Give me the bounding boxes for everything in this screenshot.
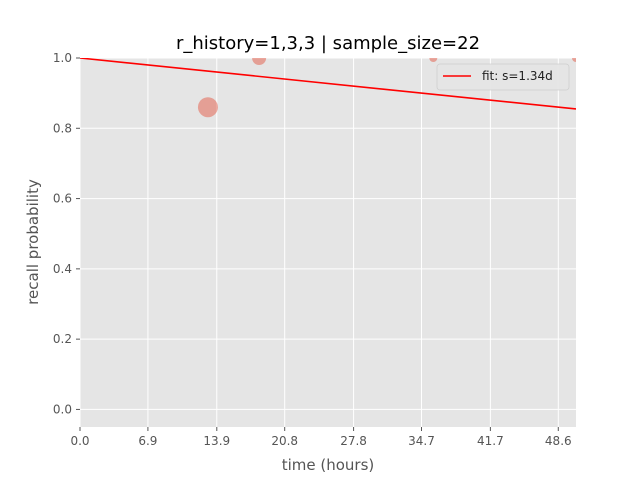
- y-tick-label: 0.2: [53, 332, 72, 346]
- x-axis-ticks: 0.0 6.9 13.9 20.8 27.8 34.7 41.7 48.6: [70, 427, 572, 448]
- x-tick-label: 41.7: [477, 434, 504, 448]
- y-tick-label: 0.0: [53, 402, 72, 416]
- x-tick-label: 0.0: [70, 434, 89, 448]
- x-axis-label: time (hours): [282, 456, 375, 474]
- y-tick-label: 0.8: [53, 121, 72, 135]
- y-tick-label: 1.0: [53, 51, 72, 65]
- grid: [79, 57, 576, 427]
- x-tick-label: 13.9: [203, 434, 230, 448]
- y-axis-ticks: 0.0 0.2 0.4 0.6 0.8 1.0: [53, 51, 80, 416]
- legend: fit: s=1.34d: [436, 63, 570, 91]
- x-tick-label: 27.8: [340, 434, 367, 448]
- scatter-point: [252, 58, 267, 65]
- x-tick-label: 34.7: [408, 434, 435, 448]
- scatter-point: [572, 58, 576, 62]
- legend-box: [436, 63, 570, 91]
- x-tick-label: 6.9: [138, 434, 157, 448]
- fit-line-group: [80, 58, 576, 110]
- scatter-point: [197, 97, 218, 118]
- x-tick-label: 20.8: [271, 434, 298, 448]
- y-axis-label: recall probability: [24, 179, 42, 305]
- scatter-points: [197, 58, 576, 118]
- chart-title: r_history=1,3,3 | sample_size=22: [176, 33, 480, 54]
- scatter-point: [429, 58, 438, 62]
- plot-area: [80, 58, 576, 427]
- x-tick-label: 48.6: [545, 434, 572, 448]
- legend-entry-fit: fit: s=1.34d: [482, 69, 553, 83]
- y-tick-label: 0.6: [53, 192, 72, 206]
- y-tick-label: 0.4: [53, 262, 72, 276]
- fit-line: [80, 58, 576, 110]
